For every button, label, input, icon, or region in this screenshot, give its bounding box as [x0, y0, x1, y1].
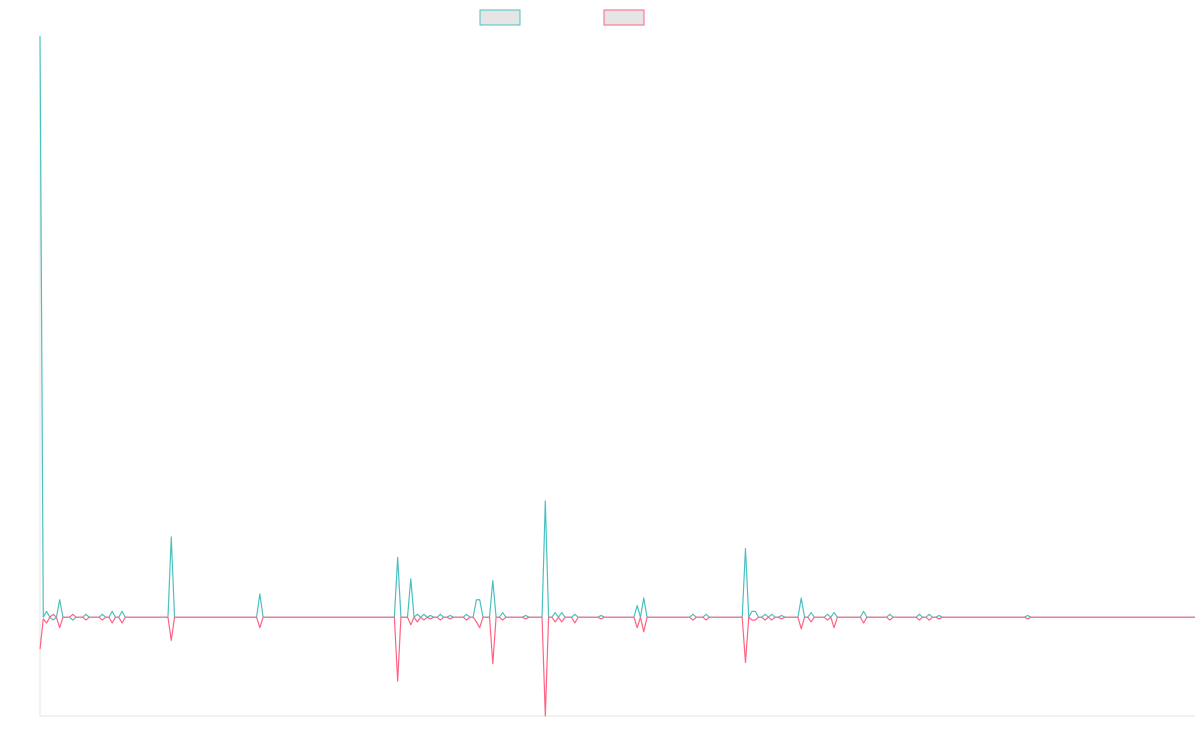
axes	[39, 36, 1195, 717]
legend-swatch-0[interactable]	[479, 9, 521, 26]
series-line-1	[39, 613, 1195, 717]
legend	[479, 9, 645, 26]
legend-swatch-1[interactable]	[603, 9, 645, 26]
series-line-0	[39, 35, 1195, 621]
series-layer	[39, 35, 1195, 717]
